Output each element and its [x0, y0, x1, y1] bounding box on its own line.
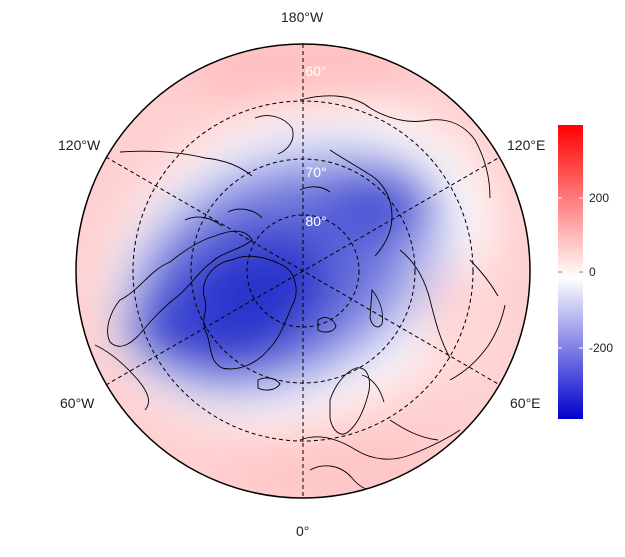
lon-label-120e: 120°E	[507, 137, 546, 153]
lat-label-80: 80°	[305, 213, 326, 229]
lat-label-70: 70°	[305, 164, 326, 180]
colorbar	[558, 125, 583, 419]
map-border	[75, 43, 531, 499]
colorbar-label-0: 0	[589, 265, 596, 279]
lon-label-180w: 180°W	[281, 9, 324, 25]
graticule	[105, 44, 501, 498]
colorbar-label-neg200: -200	[589, 341, 614, 355]
lon-label-0: 0°	[296, 523, 310, 539]
lon-label-120w: 120°W	[58, 137, 101, 153]
lon-label-60w: 60°W	[60, 395, 95, 411]
lon-label-60e: 60°E	[510, 395, 541, 411]
anomaly-field	[76, 44, 530, 498]
lat-label-60: 60°	[305, 63, 326, 79]
meridian-60w-120e	[105, 156, 501, 386]
colorbar-label-200: 200	[589, 191, 610, 205]
